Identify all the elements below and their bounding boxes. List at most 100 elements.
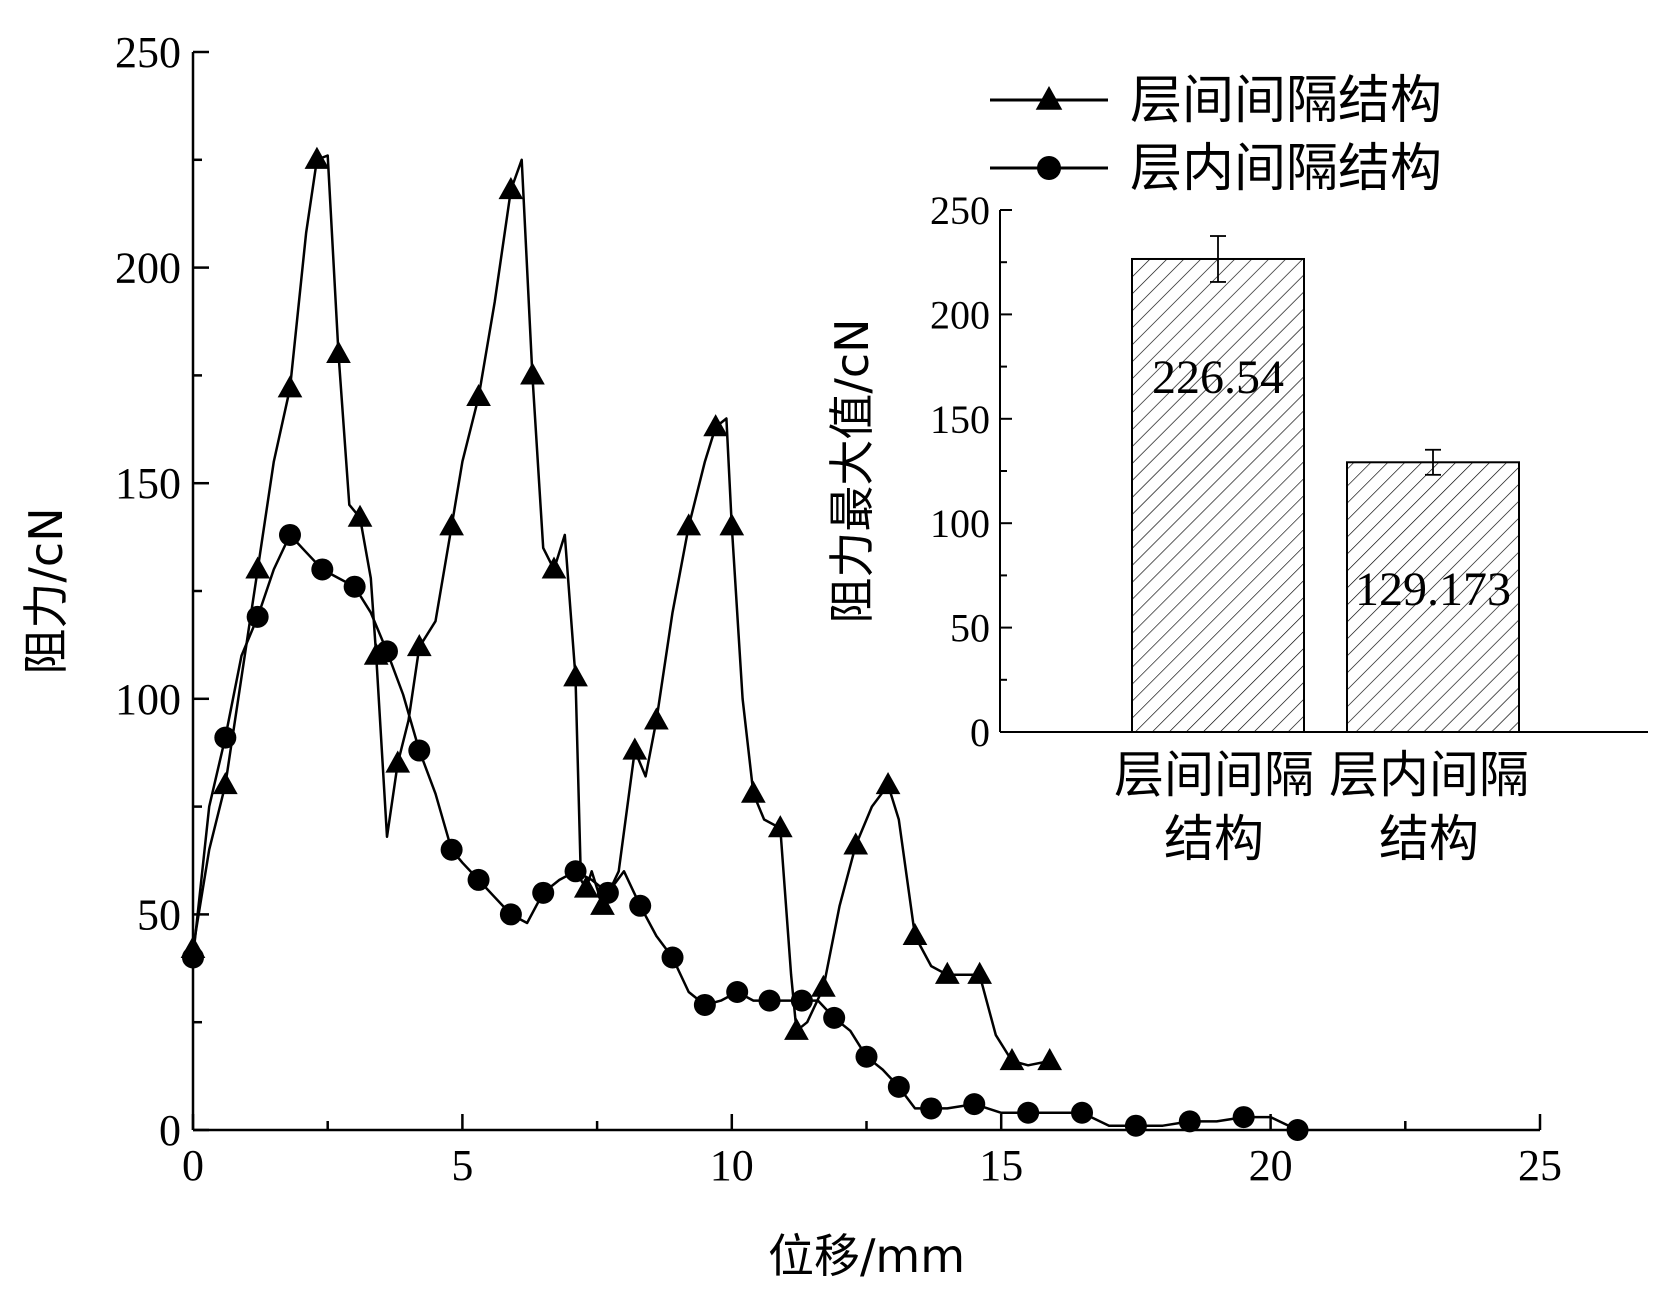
series-1 xyxy=(180,146,1063,1071)
inset-bar-chart: 0 50 100 150 200 250 阻力最大值/cN 226.54 层间间隔结构 129.1… xyxy=(825,188,1648,868)
data-point xyxy=(245,556,271,579)
x-tick-label: 5 xyxy=(451,1141,473,1190)
data-point xyxy=(278,523,301,546)
data-point xyxy=(963,1093,986,1116)
data-point xyxy=(843,832,869,855)
data-point xyxy=(934,961,960,984)
x-axis-title: 位移/mm xyxy=(768,1229,965,1283)
data-point xyxy=(758,989,781,1012)
data-point xyxy=(466,383,491,407)
data-point xyxy=(541,556,567,579)
data-point xyxy=(440,838,463,861)
y-tick-label: 0 xyxy=(159,1106,181,1155)
data-point xyxy=(532,881,555,904)
data-point xyxy=(1286,1119,1309,1141)
bar-value-label: 129.173 xyxy=(1355,563,1511,616)
x-tick-label: 20 xyxy=(1249,1141,1293,1190)
data-point xyxy=(596,881,619,904)
x-tick-label: 0 xyxy=(182,1141,204,1190)
data-point xyxy=(999,1048,1025,1071)
y-tick-label: 250 xyxy=(115,28,181,77)
category-label: 层内间隔 xyxy=(1329,746,1529,804)
data-point xyxy=(1178,1110,1201,1133)
data-point xyxy=(408,739,431,762)
legend-label: 层内间隔结构 xyxy=(1130,139,1442,199)
data-point xyxy=(326,340,351,363)
data-point xyxy=(1017,1101,1040,1124)
data-point xyxy=(385,750,411,773)
data-point xyxy=(1124,1114,1147,1137)
legend-marker-circle xyxy=(1037,156,1061,180)
data-point xyxy=(741,780,766,803)
legend-marker-triangle xyxy=(1035,86,1063,110)
data-point xyxy=(406,634,432,657)
data-point xyxy=(902,922,928,946)
inset-y-tick-label: 200 xyxy=(930,292,990,337)
data-point xyxy=(920,1097,943,1120)
y-tick-label: 200 xyxy=(115,244,181,293)
data-point xyxy=(967,961,992,984)
series-2 xyxy=(182,523,1309,1141)
inset-y-axis-title: 阻力最大值/cN xyxy=(825,318,879,623)
data-point xyxy=(811,974,836,997)
data-point xyxy=(375,640,398,663)
legend-label: 层间间隔结构 xyxy=(1130,71,1442,131)
data-point xyxy=(246,605,269,628)
data-point xyxy=(629,894,652,917)
data-point xyxy=(182,946,204,969)
data-point xyxy=(719,513,745,536)
data-point xyxy=(661,946,684,969)
bar-value-label: 226.54 xyxy=(1152,351,1284,404)
inset-y-tick-label: 150 xyxy=(930,397,990,442)
main-series-group xyxy=(180,146,1309,1141)
data-point xyxy=(520,362,545,385)
data-point xyxy=(622,737,648,760)
data-point xyxy=(439,513,464,536)
data-point xyxy=(212,772,238,795)
y-axis-title: 阻力/cN xyxy=(19,507,73,674)
data-point xyxy=(1071,1101,1094,1124)
category-label: 结构 xyxy=(1379,810,1479,868)
data-point xyxy=(467,868,490,891)
data-point xyxy=(573,875,599,898)
data-point xyxy=(564,860,587,883)
bar-1 xyxy=(1131,257,1305,733)
x-tick-label: 10 xyxy=(710,1141,754,1190)
data-point xyxy=(887,1075,910,1098)
data-point xyxy=(498,176,524,200)
data-point xyxy=(590,892,615,915)
x-tick-label: 15 xyxy=(979,1141,1023,1190)
data-point xyxy=(644,707,669,730)
data-point xyxy=(343,575,366,598)
data-point xyxy=(790,989,813,1012)
series-line xyxy=(191,154,1050,1067)
data-point xyxy=(693,993,716,1016)
inset-y-tick-label: 250 xyxy=(930,188,990,233)
inset-y-tick-label: 0 xyxy=(970,710,990,755)
y-tick-label: 100 xyxy=(115,675,181,724)
y-tick-label: 50 xyxy=(137,890,181,939)
category-label: 层间间隔 xyxy=(1114,746,1314,804)
data-point xyxy=(304,146,330,169)
data-point xyxy=(277,375,303,398)
data-point xyxy=(855,1045,878,1068)
data-point xyxy=(1037,1048,1063,1071)
category-label: 结构 xyxy=(1164,810,1264,868)
data-point xyxy=(703,414,728,437)
inset-y-tick-label: 100 xyxy=(930,501,990,546)
data-point xyxy=(347,504,373,527)
inset-y-tick-label: 50 xyxy=(950,606,990,651)
data-point xyxy=(767,815,793,838)
data-point xyxy=(875,772,901,795)
y-tick-label: 150 xyxy=(115,459,181,508)
data-point xyxy=(311,558,334,581)
data-point xyxy=(214,726,237,749)
data-point xyxy=(1232,1106,1255,1129)
data-point xyxy=(726,981,749,1004)
data-point xyxy=(784,1017,809,1040)
x-tick-label: 25 xyxy=(1518,1141,1562,1190)
data-point xyxy=(823,1006,846,1029)
